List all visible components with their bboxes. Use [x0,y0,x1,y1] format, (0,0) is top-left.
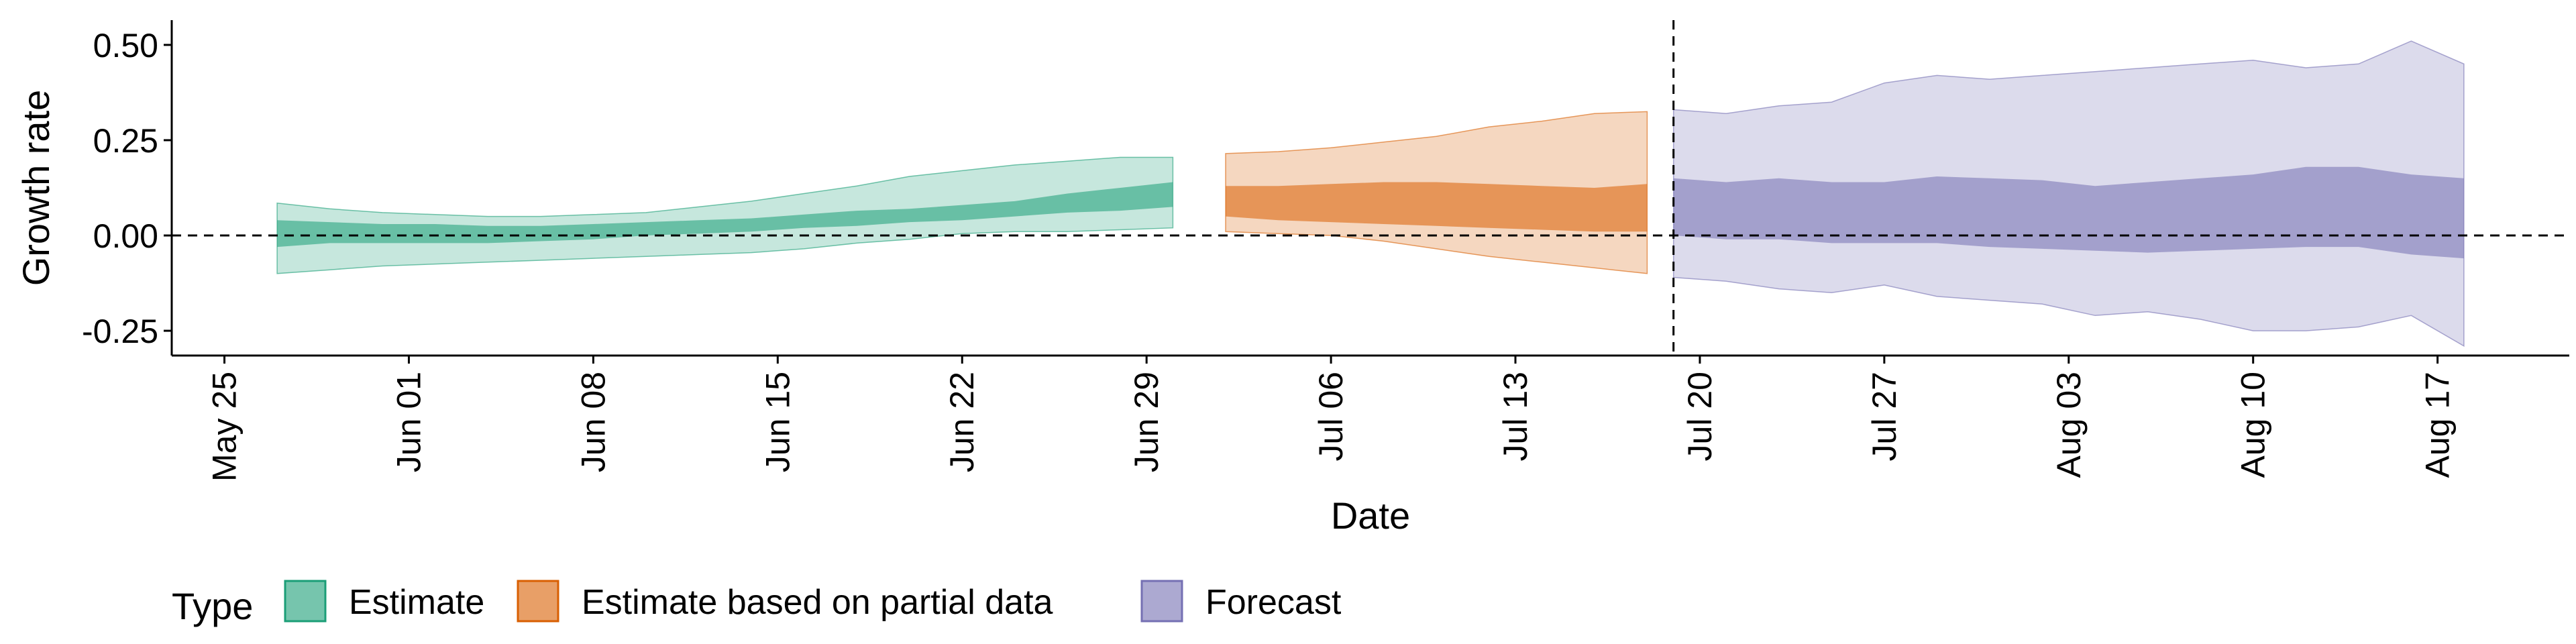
x-tick-label: Jun 01 [390,372,428,472]
x-tick-label: Jun 29 [1128,372,1165,472]
x-tick-label: Jun 15 [759,372,796,472]
x-axis-title: Date [1331,494,1410,537]
x-tick-label: Jul 13 [1497,372,1534,461]
y-tick-label: 0.00 [93,217,158,255]
y-tick-label: 0.25 [93,122,158,160]
x-tick-label: Jul 27 [1866,372,1903,461]
legend-swatch [1140,580,1183,623]
x-tick-label: Aug 10 [2235,372,2272,478]
legend-swatch [284,580,327,623]
legend: Type Estimate Estimate based on partial d… [172,580,1342,627]
legend-swatch [517,580,559,623]
legend-label: Estimate based on partial data [582,583,1053,622]
x-tick-label: May 25 [206,372,244,482]
x-tick-label: Aug 03 [2050,372,2088,478]
x-tick-label: Jun 08 [574,372,612,472]
x-tick-label: Jul 06 [1312,372,1350,461]
estimate-inner-band [277,182,1173,248]
legend-item-estimate: Estimate [284,580,484,623]
estimate-based-on-partial-data-inner-band [1226,182,1648,232]
x-tick-label: Aug 17 [2419,372,2457,478]
estimate-outer-band [276,156,1174,274]
axes [170,20,2569,357]
x-tick-label: Jun 22 [943,372,981,472]
legend-title: Type [172,585,253,627]
x-ticks: May 25 Jun 01 Jun 08 Jun 15 Jun 22 Jun 29 Jul … [206,356,2457,482]
legend-label: Forecast [1205,583,1342,622]
ribbon-bands [276,40,2465,347]
y-ticks: 0.50 0.25 0.00 -0.25 [82,27,172,350]
legend-item-estimate-based-on-partial-data: Estimate based on partial data [517,580,1053,623]
y-axis-title: Growth rate [15,90,57,286]
legend-label: Estimate [349,583,484,622]
legend-item-forecast: Forecast [1140,580,1342,623]
reference-lines [172,20,2569,356]
y-tick-label: -0.25 [82,313,158,350]
y-tick-label: 0.50 [93,27,158,64]
x-tick-label: Jul 20 [1681,372,1719,461]
